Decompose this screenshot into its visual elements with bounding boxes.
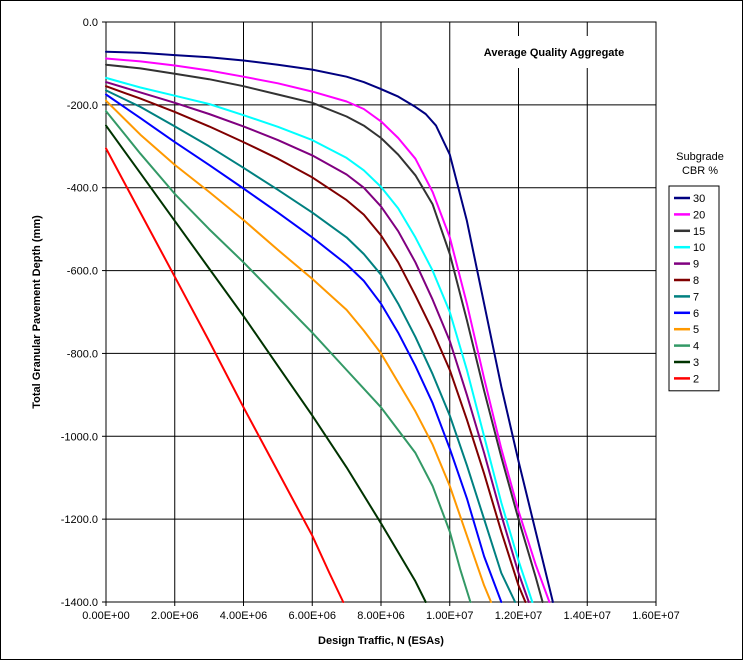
series-line-cbr-7 <box>105 89 517 603</box>
legend-label-cbr-9: 9 <box>693 259 699 271</box>
x-tick-label: 1.40E+07 <box>564 610 611 622</box>
legend: 30 20 15 10 9 8 7 6 5 4 3 2 <box>668 185 720 392</box>
legend-label-cbr-15: 15 <box>693 226 705 238</box>
y-tick-label: 0.0 <box>83 17 98 29</box>
series-lines <box>105 50 554 603</box>
legend-label-cbr-20: 20 <box>693 209 705 221</box>
annotation-box <box>459 36 654 68</box>
y-tick-label: -1000.0 <box>61 431 98 443</box>
legend-label-cbr-7: 7 <box>693 291 699 303</box>
series-line-cbr-6 <box>105 93 503 603</box>
series-line-cbr-15 <box>105 63 544 603</box>
series-line-cbr-20 <box>105 57 551 603</box>
y-axis-title: Total Granular Pavement Depth (mm) <box>31 215 43 409</box>
y-tick-label: -400.0 <box>67 183 98 195</box>
legend-label-cbr-4: 4 <box>693 341 699 353</box>
y-tick-label: -200.0 <box>67 100 98 112</box>
series-line-cbr-9 <box>105 81 530 603</box>
legend-box <box>668 185 720 392</box>
x-axis-title: Design Traffic, N (ESAs) <box>318 635 444 647</box>
x-tick-label: 8.00E+06 <box>357 610 404 622</box>
x-tick-label: 1.60E+07 <box>632 610 679 622</box>
x-tick-label: 6.00E+06 <box>289 610 336 622</box>
legend-label-cbr-10: 10 <box>693 242 705 254</box>
legend-label-cbr-8: 8 <box>693 275 699 287</box>
series-line-cbr-3 <box>105 124 427 603</box>
series-line-cbr-10 <box>105 76 534 603</box>
x-tick-label: 1.20E+07 <box>495 610 542 622</box>
legend-label-cbr-2: 2 <box>693 373 699 385</box>
axis-ticks: 0.00E+00 2.00E+06 4.00E+06 6.00E+06 8.00E+06… <box>61 17 680 622</box>
legend-title-line-1: Subgrade <box>676 151 724 163</box>
legend-label-cbr-3: 3 <box>693 357 699 369</box>
legend-label-cbr-6: 6 <box>693 308 699 320</box>
y-tick-label: -600.0 <box>67 266 98 278</box>
y-tick-label: -1200.0 <box>61 514 98 526</box>
legend-label-cbr-5: 5 <box>693 324 699 336</box>
legend-title-line-2: CBR % <box>682 165 718 177</box>
series-line-cbr-4 <box>105 110 472 603</box>
series-line-cbr-2 <box>105 147 345 603</box>
y-tick-label: -1400.0 <box>61 597 98 609</box>
x-tick-label: 0.00E+00 <box>82 610 129 622</box>
x-tick-label: 4.00E+06 <box>220 610 267 622</box>
legend-label-cbr-30: 30 <box>693 193 705 205</box>
x-tick-label: 1.00E+07 <box>426 610 473 622</box>
series-line-cbr-5 <box>105 99 492 603</box>
annotation-text: Average Quality Aggregate <box>484 47 624 59</box>
series-line-cbr-8 <box>105 85 527 603</box>
y-tick-label: -800.0 <box>67 348 98 360</box>
x-tick-label: 2.00E+06 <box>151 610 198 622</box>
series-line-cbr-30 <box>105 50 554 603</box>
